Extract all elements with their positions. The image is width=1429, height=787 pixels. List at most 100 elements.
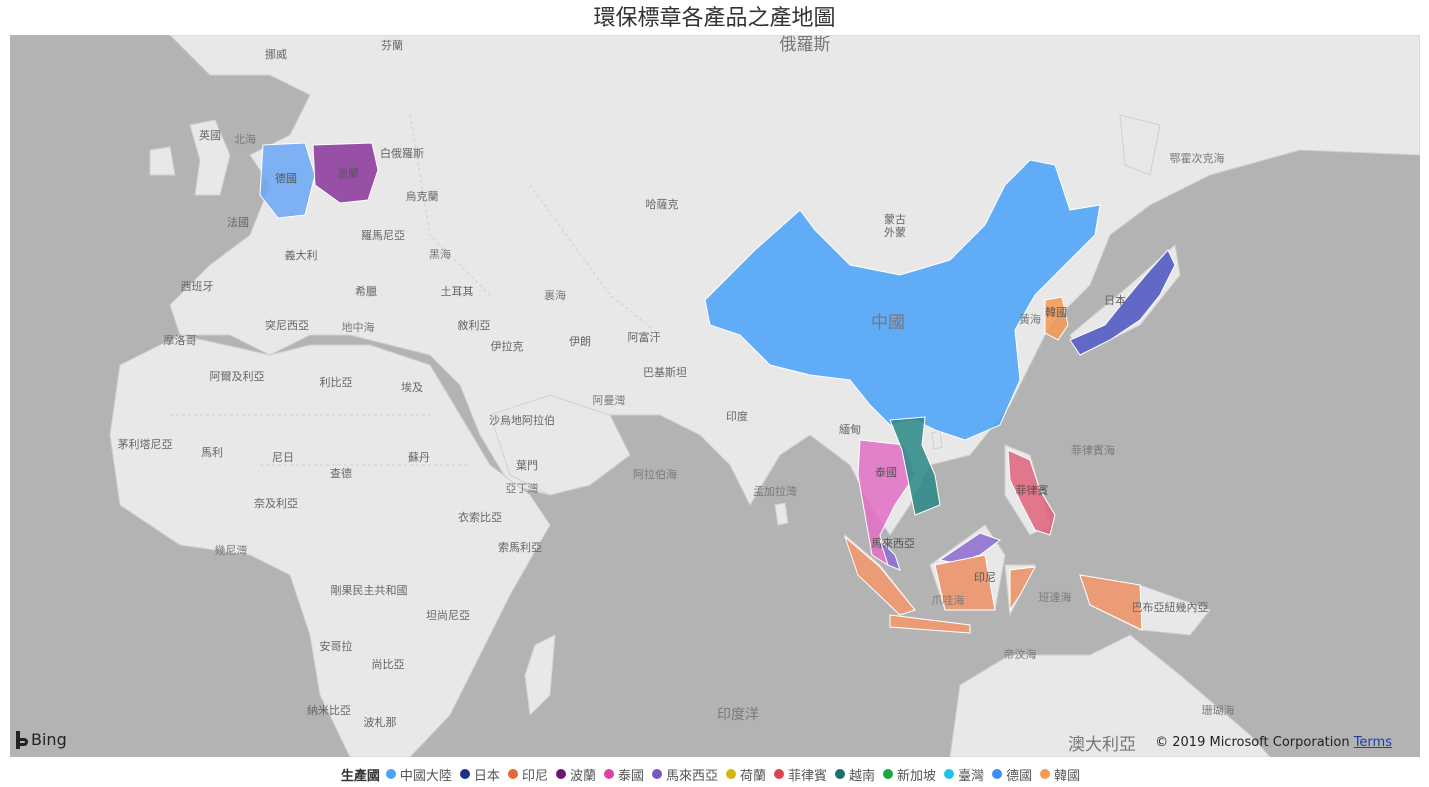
map-label-namibia: 納米比亞 [307,704,351,717]
map-label-timor-sea: 帝汶海 [1003,648,1037,661]
legend-dot [459,769,470,779]
legend-item[interactable]: 日本 [459,765,500,784]
map-label-syria: 敘利亞 [457,319,491,332]
map-label-med: 地中海 [341,321,375,334]
map-svg [109,35,1420,757]
legend-label: 新加坡 [897,768,937,784]
map-label-indonesia: 印尼 [974,571,996,584]
legend-item[interactable]: 新加坡 [883,765,936,784]
legend-label: 泰國 [617,768,644,784]
map-label-tanzania: 坦尚尼亞 [426,609,470,622]
region-philippines [1007,449,1056,536]
map-label-arabian-sea: 阿拉伯海 [633,468,677,481]
map-label-ethiopia: 衣索比亞 [458,511,502,524]
legend-item[interactable]: 中國大陸 [385,765,452,784]
legend-dot [385,769,396,779]
map-label-banda-sea: 班達海 [1038,591,1072,604]
legend-item[interactable]: 臺灣 [944,765,984,784]
page-title: 環保標章各產品之產地圖 [593,6,836,31]
map-label-russia: 俄羅斯 [779,35,831,55]
legend-dot [883,769,894,779]
legend-dot [835,769,846,779]
map-label-gulf-oman: 阿曼灣 [592,394,626,407]
map-label-yellow-sea: 黃海 [1019,313,1041,326]
map-label-north-sea: 北海 [234,133,256,146]
map-label-morocco: 摩洛哥 [163,334,197,347]
legend-label: 馬來西亞 [665,768,718,784]
map-label-libya: 利比亞 [319,376,353,389]
map-label-zambia: 尚比亞 [371,658,405,671]
map-label-java-sea: 爪哇海 [931,594,965,607]
map-copyright: © 2019 Microsoft Corporation Terms [1155,735,1392,750]
map-label-indian-ocean: 印度洋 [717,707,759,723]
map-label-kazakhstan: 哈薩克 [645,198,679,211]
region-poland [312,142,379,204]
uk-landmass [189,119,231,196]
map-label-png: 巴布亞紐幾內亞 [1131,601,1209,614]
map-label-yemen: 葉門 [516,459,538,472]
map-label-mali: 馬利 [201,446,223,459]
map-label-turkey: 土耳其 [440,285,474,298]
map-label-black-sea: 黑海 [429,248,451,261]
legend-item[interactable]: 菲律賓 [774,765,827,784]
legend-dot [651,769,662,779]
legend-item[interactable]: 德國 [992,765,1032,784]
map-label-malaysia: 馬來西亞 [871,537,915,550]
map-label-spain: 西班牙 [180,280,214,293]
map-label-iraq: 伊拉克 [490,340,524,353]
map-label-myanmar: 緬甸 [839,423,861,436]
africa-landmass [109,334,551,757]
legend-item[interactable]: 馬來西亞 [651,765,718,784]
legend-dot [603,769,614,779]
map-label-australia: 澳大利亞 [1068,735,1136,755]
legend-label: 臺灣 [958,768,985,784]
legend-item[interactable]: 越南 [835,765,875,784]
map-label-botswana: 波札那 [363,716,397,729]
map-label-poland: 波蘭 [337,167,359,180]
bing-attribution: Bing [16,730,67,749]
legend-label: 韓國 [1054,768,1081,784]
legend-item[interactable]: 韓國 [1040,765,1080,784]
region-indonesia [843,535,1143,634]
legend-label: 菲律賓 [788,768,828,784]
map-label-egypt: 埃及 [401,381,423,394]
map-label-niger: 尼日 [272,451,294,464]
map-label-mongolia: 蒙古 [884,213,906,226]
map-label-belarus: 白俄羅斯 [380,147,424,160]
legend-label: 中國大陸 [399,768,452,784]
legend-label: 荷蘭 [740,768,767,784]
map-label-chad: 查德 [330,467,352,480]
map-label-saudi: 沙烏地阿拉伯 [489,414,555,427]
map-label-finland: 芬蘭 [381,39,403,52]
legend-dot [555,769,566,779]
map-label-bay-of-bengal: 孟加拉灣 [753,485,797,498]
map-label-uk: 英國 [199,129,221,142]
map-canvas[interactable]: 俄羅斯 中國 澳大利亞 印度洋 哈薩克 蒙古 外蒙 鄂霍次克海 日本 黃海 菲律… [10,35,1420,757]
legend-dot [507,769,518,779]
terms-link[interactable]: Terms [1353,735,1392,750]
map-label-caspian: 裏海 [544,289,566,302]
bing-label: Bing [31,730,67,749]
legend-dot [774,769,785,779]
legend-dot [1040,769,1051,779]
legend-dot [726,769,736,779]
legend: 生產國 中國大陸 日本 印尼 波蘭 泰國 馬來西亞 荷蘭 菲律賓 越南 新加坡 … [0,763,1429,785]
map-label-korea: 韓國 [1045,306,1067,319]
legend-item[interactable]: 荷蘭 [726,765,766,784]
legend-item[interactable]: 泰國 [603,765,644,784]
map-label-drc: 剛果民主共和國 [330,584,408,597]
map-label-india: 印度 [726,410,748,423]
map-label-greece: 希臘 [355,285,377,298]
map-label-germany: 德國 [275,172,297,185]
map-label-iran: 伊朗 [569,335,591,348]
map-label-romania: 羅馬尼亞 [361,229,405,242]
map-label-china: 中國 [871,313,905,333]
legend-label: 印尼 [521,768,548,784]
map-label-okhotsk: 鄂霍次克海 [1169,152,1225,165]
region-japan [1069,249,1176,356]
map-label-coral-sea: 珊瑚海 [1201,704,1235,717]
australia-landmass [949,634,1271,757]
legend-item[interactable]: 印尼 [507,765,548,784]
region-vietnam [889,416,941,516]
legend-item[interactable]: 波蘭 [555,765,596,784]
